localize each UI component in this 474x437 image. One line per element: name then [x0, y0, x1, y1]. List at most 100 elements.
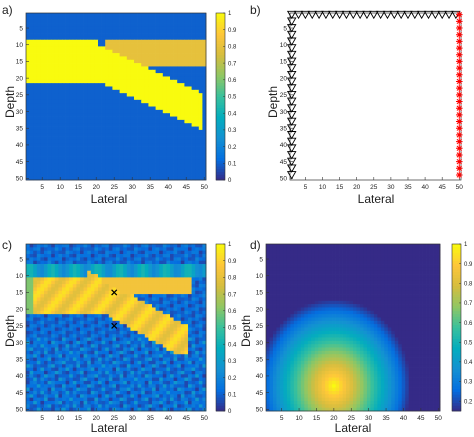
heatmap-cell — [144, 19, 149, 24]
heatmap-cell — [170, 13, 174, 17]
heatmap-cell — [40, 119, 45, 124]
heatmap-cell — [72, 76, 77, 81]
heatmap-cell — [80, 156, 84, 161]
heatmap-cell — [159, 364, 164, 368]
heatmap-cell — [90, 159, 95, 164]
heatmap-cell — [116, 304, 120, 308]
heatmap-cell — [144, 159, 149, 164]
heatmap-cell — [148, 270, 153, 275]
heatmap-cell — [29, 250, 34, 255]
heatmap-cell — [162, 146, 167, 151]
heatmap-cell — [159, 89, 164, 94]
heatmap-cell — [58, 330, 63, 335]
heatmap-cell — [40, 277, 45, 282]
heatmap-cell — [80, 166, 84, 171]
heatmap-cell — [98, 327, 102, 332]
heatmap-cell — [44, 119, 48, 124]
heatmap-cell — [87, 96, 92, 101]
heatmap-cell — [119, 36, 124, 41]
heatmap-cell — [159, 66, 164, 71]
heatmap-cell — [180, 324, 185, 328]
heatmap-cell — [94, 156, 99, 161]
heatmap-cell — [47, 53, 52, 57]
heatmap-cell — [130, 340, 135, 345]
heatmap-cell — [44, 380, 48, 385]
heatmap-cell — [87, 390, 92, 395]
heatmap-cell — [170, 287, 174, 292]
heatmap-cell — [44, 260, 48, 265]
heatmap-cell — [69, 320, 74, 325]
heatmap-cell — [198, 49, 203, 54]
heatmap-cell — [162, 149, 167, 154]
heatmap-cell — [177, 129, 182, 134]
heatmap-cell — [58, 247, 63, 252]
heatmap-cell — [119, 149, 124, 154]
heatmap-cell — [47, 123, 52, 127]
heatmap-cell — [94, 13, 99, 17]
heatmap-cell — [101, 354, 106, 358]
heatmap-cell — [101, 380, 106, 385]
heatmap-cell — [166, 290, 171, 295]
heatmap-cell — [198, 23, 203, 27]
heatmap-cell — [184, 274, 189, 278]
heatmap-cell — [58, 377, 63, 382]
heatmap-cell — [80, 116, 84, 121]
heatmap-cell — [123, 66, 128, 71]
heatmap-cell — [173, 93, 178, 97]
heatmap-cell — [170, 374, 174, 378]
heatmap-cell — [177, 277, 182, 282]
heatmap-cell — [94, 287, 99, 292]
heatmap-cell — [184, 294, 189, 298]
heatmap-cell — [112, 86, 117, 91]
heatmap-cell — [58, 53, 63, 57]
heatmap-cell — [123, 327, 128, 332]
heatmap-cell — [69, 390, 74, 395]
heatmap-cell — [170, 109, 174, 114]
heatmap-cell — [180, 377, 185, 382]
heatmap-cell — [162, 250, 167, 255]
heatmap-cell — [87, 317, 92, 322]
heatmap-cell — [65, 123, 70, 127]
heatmap-cell — [101, 377, 106, 382]
heatmap-cell — [137, 96, 142, 101]
heatmap-cell — [29, 254, 34, 258]
heatmap-cell — [80, 284, 84, 288]
heatmap-cell — [80, 13, 84, 17]
heatmap-cell — [170, 290, 174, 295]
heatmap-cell — [72, 39, 77, 44]
panel-a-ylabel: Depth — [3, 86, 17, 118]
heatmap-cell — [44, 307, 48, 312]
heatmap-cell — [101, 254, 106, 258]
heatmap-cell — [144, 270, 149, 275]
heatmap-cell — [188, 310, 192, 315]
heatmap-cell — [148, 103, 153, 107]
heatmap-cell — [130, 139, 135, 144]
heatmap-cell — [29, 270, 34, 275]
heatmap-cell — [137, 367, 142, 372]
heatmap-cell — [98, 156, 102, 161]
heatmap-cell — [101, 39, 106, 44]
heatmap-cell — [177, 66, 182, 71]
heatmap-cell — [105, 116, 110, 121]
heatmap-cell — [184, 126, 189, 131]
heatmap-cell — [33, 66, 38, 71]
heatmap-cell — [26, 284, 30, 288]
heatmap-cell — [40, 297, 45, 302]
heatmap-cell — [44, 274, 48, 278]
heatmap-cell — [51, 267, 56, 272]
heatmap-cell — [58, 113, 63, 117]
heatmap-cell — [105, 79, 110, 84]
heatmap-cell — [148, 377, 153, 382]
heatmap-cell — [83, 364, 88, 368]
heatmap-cell — [170, 59, 174, 64]
heatmap-cell — [83, 297, 88, 302]
heatmap-cell — [162, 274, 167, 278]
heatmap-cell — [83, 119, 88, 124]
heatmap-cell — [72, 314, 77, 318]
heatmap-cell — [65, 16, 70, 21]
heatmap-cell — [191, 143, 196, 147]
heatmap-cell — [159, 63, 164, 67]
heatmap-cell — [173, 347, 178, 352]
heatmap-cell — [184, 327, 189, 332]
heatmap-cell — [44, 23, 48, 27]
